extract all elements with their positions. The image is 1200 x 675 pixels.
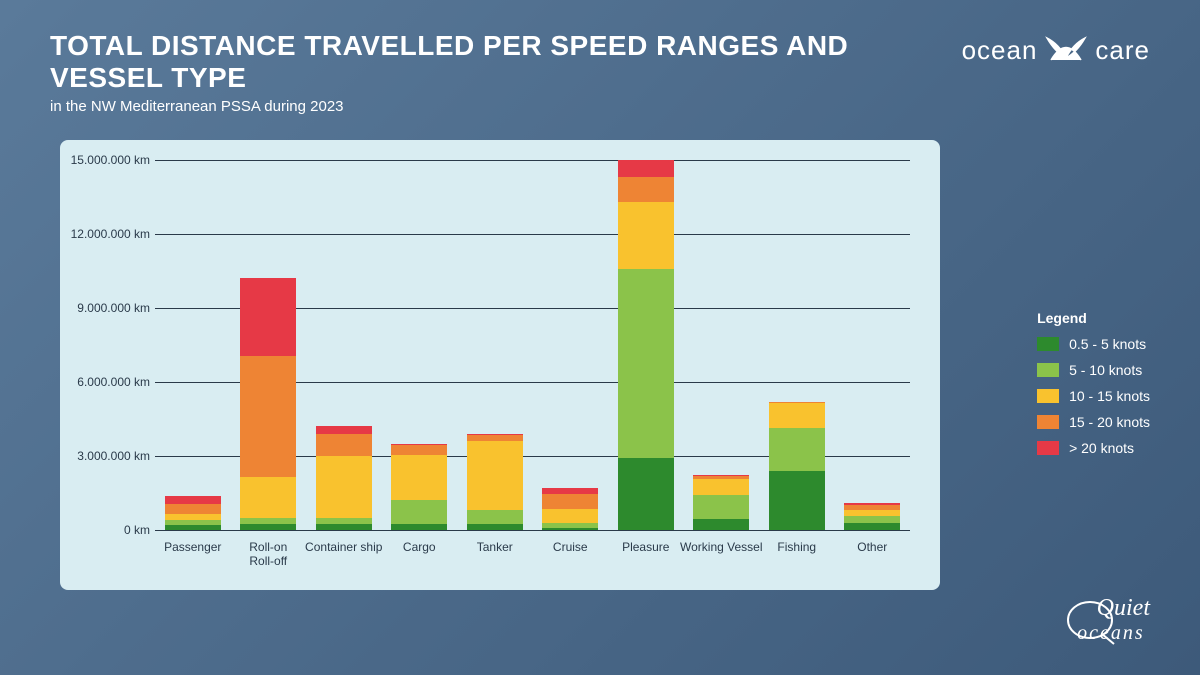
legend-label: 10 - 15 knots [1069,388,1150,404]
legend-swatch [1037,389,1059,403]
bar-stack: Tanker [467,160,523,530]
plot-area: 0 km3.000.000 km6.000.000 km9.000.000 km… [155,160,910,530]
x-axis-line [155,530,910,531]
bar-segment [693,479,749,495]
legend-label: 15 - 20 knots [1069,414,1150,430]
x-axis-label: Roll-onRoll-off [249,540,287,568]
legend-swatch [1037,415,1059,429]
bar-segment [316,456,372,518]
bar-segment [391,455,447,501]
x-axis-label: Other [857,540,887,554]
bar-segment [391,524,447,530]
bar-stack: Cruise [542,160,598,530]
bar-segment [467,510,523,524]
y-axis-label: 12.000.000 km [65,227,150,241]
legend-swatch [1037,441,1059,455]
whale-tail-icon [1043,30,1089,70]
bar-segment [618,269,674,459]
legend: Legend 0.5 - 5 knots 5 - 10 knots 10 - 15 … [1037,310,1150,466]
page-title: TOTAL DISTANCE TRAVELLED PER SPEED RANGE… [50,30,962,94]
bar-stack: Other [844,160,900,530]
page-subtitle: in the NW Mediterranean PSSA during 2023 [50,98,962,115]
bar-segment [693,519,749,530]
legend-item: 10 - 15 knots [1037,388,1150,404]
y-axis-label: 9.000.000 km [65,301,150,315]
legend-label: 5 - 10 knots [1069,362,1142,378]
oceancare-logo-right: care [1095,35,1150,66]
bar-segment [542,528,598,530]
legend-label: > 20 knots [1069,440,1134,456]
x-axis-label: Fishing [777,540,816,554]
oceancare-logo: ocean care [962,30,1150,70]
bar-segment [240,356,296,477]
bar-segment [391,500,447,523]
bar-segment [769,471,825,530]
x-axis-label: Pleasure [622,540,669,554]
legend-label: 0.5 - 5 knots [1069,336,1146,352]
x-axis-label: Cargo [403,540,436,554]
legend-item: > 20 knots [1037,440,1150,456]
y-axis-label: 3.000.000 km [65,449,150,463]
bar-segment [467,524,523,530]
bar-segment [618,177,674,202]
bar-segment [240,477,296,518]
bar-stack: Container ship [316,160,372,530]
bar-segment [693,495,749,518]
bar-segment [165,525,221,530]
bar-segment [769,428,825,471]
legend-item: 15 - 20 knots [1037,414,1150,430]
bar-segment [467,441,523,510]
bar-segment [618,202,674,269]
x-axis-label: Working Vessel [680,540,762,554]
y-axis-label: 15.000.000 km [65,153,150,167]
bar-segment [844,523,900,530]
x-axis-label: Tanker [477,540,513,554]
bar-segment [618,160,674,177]
bar-segment [316,524,372,530]
bar-segment [165,496,221,505]
bar-segment [316,426,372,433]
x-axis-label: Container ship [305,540,382,554]
bar-segment [769,403,825,428]
bar-stack: Cargo [391,160,447,530]
quietoceans-logo: Quiet oceans [1072,595,1150,645]
bar-stack: Passenger [165,160,221,530]
legend-swatch [1037,363,1059,377]
y-axis-label: 6.000.000 km [65,375,150,389]
legend-item: 0.5 - 5 knots [1037,336,1150,352]
bar-segment [240,524,296,530]
x-axis-label: Cruise [553,540,588,554]
bars-area: Passenger Roll-onRoll-off Container ship Ca… [155,160,910,530]
oceancare-logo-left: ocean [962,35,1038,66]
bar-stack: Working Vessel [693,160,749,530]
bar-segment [240,278,296,356]
x-axis-label: Passenger [164,540,221,554]
bar-segment [165,504,221,514]
chart-panel: 0 km 3.000.000 km 6.000.000 km 9.000.000 km… [60,140,940,590]
legend-title: Legend [1037,310,1150,326]
bar-segment [542,494,598,509]
bar-segment [618,458,674,530]
bar-stack: Fishing [769,160,825,530]
legend-swatch [1037,337,1059,351]
bar-stack: Pleasure [618,160,674,530]
bar-segment [391,445,447,455]
bar-stack: Roll-onRoll-off [240,160,296,530]
legend-item: 5 - 10 knots [1037,362,1150,378]
bar-segment [542,509,598,523]
bar-segment [316,434,372,456]
y-axis-label: 0 km [65,523,150,537]
